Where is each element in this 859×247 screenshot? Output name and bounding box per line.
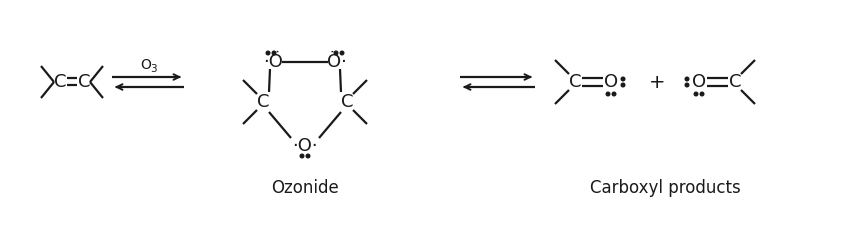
Text: ·O·: ·O·	[292, 137, 318, 155]
Text: +: +	[649, 73, 665, 91]
Circle shape	[340, 51, 344, 55]
Text: O: O	[604, 73, 618, 91]
Text: C: C	[54, 73, 66, 91]
Text: 3: 3	[149, 64, 156, 74]
Circle shape	[306, 154, 310, 158]
Circle shape	[300, 154, 304, 158]
Circle shape	[612, 92, 616, 96]
Text: Ozonide: Ozonide	[271, 179, 338, 197]
Circle shape	[272, 51, 276, 55]
Text: C: C	[569, 73, 582, 91]
Text: C: C	[257, 93, 269, 111]
Text: C: C	[728, 73, 741, 91]
Text: ·Ö: ·Ö	[263, 53, 283, 71]
Text: C: C	[341, 93, 353, 111]
Circle shape	[621, 83, 624, 87]
Text: Carboxyl products: Carboxyl products	[589, 179, 740, 197]
Circle shape	[606, 92, 610, 96]
Text: O: O	[692, 73, 706, 91]
Text: Ö·: Ö·	[327, 53, 347, 71]
Circle shape	[685, 83, 689, 87]
Text: O: O	[141, 58, 151, 72]
Circle shape	[621, 77, 624, 81]
Circle shape	[266, 51, 270, 55]
Circle shape	[334, 51, 338, 55]
Circle shape	[694, 92, 698, 96]
Circle shape	[700, 92, 704, 96]
Circle shape	[685, 77, 689, 81]
Text: C: C	[78, 73, 90, 91]
